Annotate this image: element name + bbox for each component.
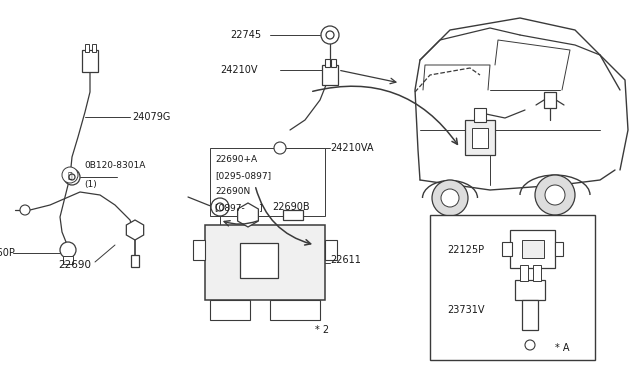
Text: 22690B: 22690B bbox=[272, 202, 310, 212]
Text: 23731V: 23731V bbox=[447, 305, 484, 315]
Bar bbox=[533, 265, 541, 281]
Text: * 2: * 2 bbox=[315, 325, 329, 335]
Bar bbox=[322, 65, 338, 85]
Text: [0897-     ]: [0897- ] bbox=[215, 203, 262, 212]
Text: 22611: 22611 bbox=[330, 255, 361, 265]
Bar bbox=[520, 265, 528, 281]
Bar bbox=[131, 255, 139, 267]
Polygon shape bbox=[237, 203, 259, 227]
Bar bbox=[283, 210, 303, 220]
Polygon shape bbox=[126, 220, 143, 240]
Bar bbox=[82, 50, 98, 72]
Bar bbox=[555, 242, 563, 256]
Text: * A: * A bbox=[555, 343, 570, 353]
Text: 22690N: 22690N bbox=[215, 187, 250, 196]
Text: 22060P: 22060P bbox=[0, 248, 15, 258]
Bar bbox=[430, 215, 595, 360]
Circle shape bbox=[60, 242, 76, 258]
Text: 22125P: 22125P bbox=[447, 245, 484, 255]
Circle shape bbox=[64, 169, 80, 185]
Circle shape bbox=[321, 26, 339, 44]
Bar bbox=[240, 243, 278, 278]
Bar bbox=[331, 59, 336, 67]
Circle shape bbox=[535, 175, 575, 215]
Text: 24079G: 24079G bbox=[132, 112, 170, 122]
Bar bbox=[210, 148, 325, 216]
Circle shape bbox=[211, 198, 229, 216]
Text: 24210VA: 24210VA bbox=[330, 143, 374, 153]
Circle shape bbox=[432, 180, 468, 216]
Circle shape bbox=[545, 185, 565, 205]
Bar bbox=[63, 256, 73, 264]
Text: 0B120-8301A: 0B120-8301A bbox=[84, 160, 145, 170]
Bar bbox=[502, 242, 512, 256]
Text: (1): (1) bbox=[84, 180, 97, 189]
Bar bbox=[325, 59, 330, 67]
Circle shape bbox=[525, 340, 535, 350]
Text: 22745: 22745 bbox=[230, 30, 261, 40]
Bar bbox=[210, 300, 250, 320]
Text: Ⓑ: Ⓑ bbox=[68, 171, 72, 180]
Circle shape bbox=[62, 167, 78, 183]
Bar bbox=[510, 230, 555, 268]
Bar bbox=[193, 240, 205, 260]
Bar bbox=[472, 128, 488, 148]
Text: [0295-0897]: [0295-0897] bbox=[215, 171, 271, 180]
Circle shape bbox=[274, 142, 286, 154]
Circle shape bbox=[69, 174, 75, 180]
Bar bbox=[270, 300, 320, 320]
Bar bbox=[515, 280, 545, 300]
Bar bbox=[522, 240, 544, 258]
Text: 22690+A: 22690+A bbox=[215, 155, 257, 164]
Circle shape bbox=[216, 203, 224, 211]
Circle shape bbox=[441, 189, 459, 207]
Bar bbox=[465, 120, 495, 155]
Bar bbox=[85, 44, 89, 52]
Bar bbox=[544, 92, 556, 108]
Bar bbox=[205, 225, 325, 300]
Bar bbox=[325, 240, 337, 260]
Text: 22690: 22690 bbox=[58, 260, 92, 270]
Text: 24210V: 24210V bbox=[220, 65, 257, 75]
Circle shape bbox=[20, 205, 30, 215]
Bar bbox=[474, 108, 486, 122]
Bar bbox=[522, 300, 538, 330]
Circle shape bbox=[326, 31, 334, 39]
Bar bbox=[92, 44, 96, 52]
